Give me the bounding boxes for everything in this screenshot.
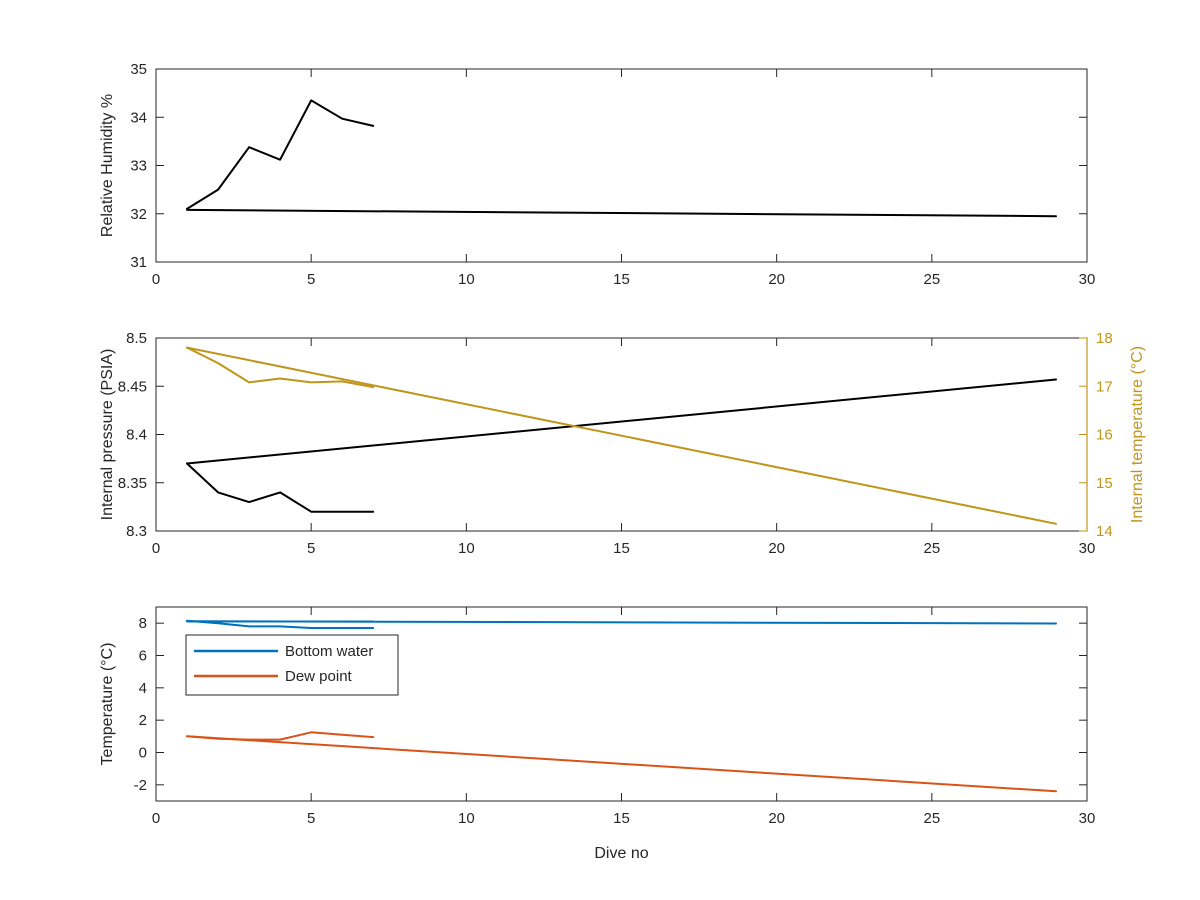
y-right-tick-label: 18: [1096, 330, 1113, 347]
x-tick-label: 25: [923, 810, 940, 827]
x-tick-label: 25: [923, 271, 940, 288]
y-tick-label: 6: [139, 648, 147, 665]
y-tick-label: 31: [130, 254, 147, 271]
temperature-panel: 0 5 10 15 20 25 30 -2 0 2 4 6 8 Temperature (°C) Dive …: [99, 606, 1096, 862]
y-tick-label: 34: [130, 109, 147, 126]
x-tick-label: 15: [613, 540, 630, 557]
x-tick-label: 30: [1079, 810, 1096, 827]
series-line-4: [186, 735, 1057, 793]
legend: Bottom water Dew point: [185, 634, 399, 696]
y-right-axis-label: Internal temperature (°C): [1129, 346, 1146, 523]
x-tick-label: 20: [768, 540, 785, 557]
y-tick-label: -2: [134, 777, 147, 794]
y-tick-label: 8: [139, 615, 147, 632]
y-right-tick-label: 16: [1096, 427, 1113, 444]
x-tick-label: 0: [152, 271, 160, 288]
x-tick-label: 5: [307, 810, 315, 827]
x-tick-label: 10: [458, 810, 475, 827]
series-line-1: [186, 208, 1057, 218]
axes-frame: [155, 68, 1088, 263]
series-line-bottom-water: [186, 619, 375, 629]
y-tick-label: 2: [139, 712, 147, 729]
y-axis-label: Internal pressure (PSIA): [99, 349, 116, 521]
y-axis-label: Relative Humidity %: [99, 94, 116, 237]
legend-label: Bottom water: [285, 643, 373, 660]
y-right-tick-label: 15: [1096, 475, 1113, 492]
y-tick-label: 8.45: [118, 378, 147, 395]
x-tick-label: 25: [923, 540, 940, 557]
x-tick-label: 20: [768, 271, 785, 288]
x-axis-label: Dive no: [594, 845, 648, 862]
series-line-0: [186, 99, 375, 210]
y-tick-label: 8.3: [126, 523, 147, 540]
y-right-tick-label: 17: [1096, 378, 1113, 395]
series-line-3: [186, 346, 1057, 525]
x-tick-label: 30: [1079, 540, 1096, 557]
x-tick-label: 15: [613, 810, 630, 827]
y-tick-label: 33: [130, 158, 147, 175]
y-right-tick-label: 14: [1096, 523, 1113, 540]
y-tick-label: 8.4: [126, 427, 147, 444]
x-tick-label: 20: [768, 810, 785, 827]
humidity-panel: 0 5 10 15 20 25 30 31 32 33 34 35 Relative Humidity …: [99, 61, 1095, 288]
y-tick-label: 8.5: [126, 330, 147, 347]
legend-box: [185, 634, 399, 696]
y-tick-label: 0: [139, 745, 147, 762]
pressure-panel: 0 5 10 15 20 25 30 8.3 8.35 8.4 8.45 8.5 14 15 16 17 18 I…: [99, 330, 1146, 557]
series-line-2: [186, 620, 1057, 625]
x-tick-label: 5: [307, 540, 315, 557]
y-tick-label: 32: [130, 206, 147, 223]
x-tick-label: 0: [152, 540, 160, 557]
series-line-0: [186, 462, 375, 513]
x-tick-label: 10: [458, 540, 475, 557]
series-line-2: [186, 346, 375, 389]
x-tick-label: 5: [307, 271, 315, 288]
x-tick-label: 15: [613, 271, 630, 288]
y-axis-label: Temperature (°C): [99, 643, 116, 766]
x-tick-label: 0: [152, 810, 160, 827]
x-tick-label: 30: [1079, 271, 1096, 288]
x-tick-label: 10: [458, 271, 475, 288]
legend-label: Dew point: [285, 668, 353, 685]
y-tick-label: 35: [130, 61, 147, 78]
y-tick-label: 8.35: [118, 475, 147, 492]
y-tick-label: 4: [139, 680, 147, 697]
series-line-1: [186, 378, 1057, 465]
